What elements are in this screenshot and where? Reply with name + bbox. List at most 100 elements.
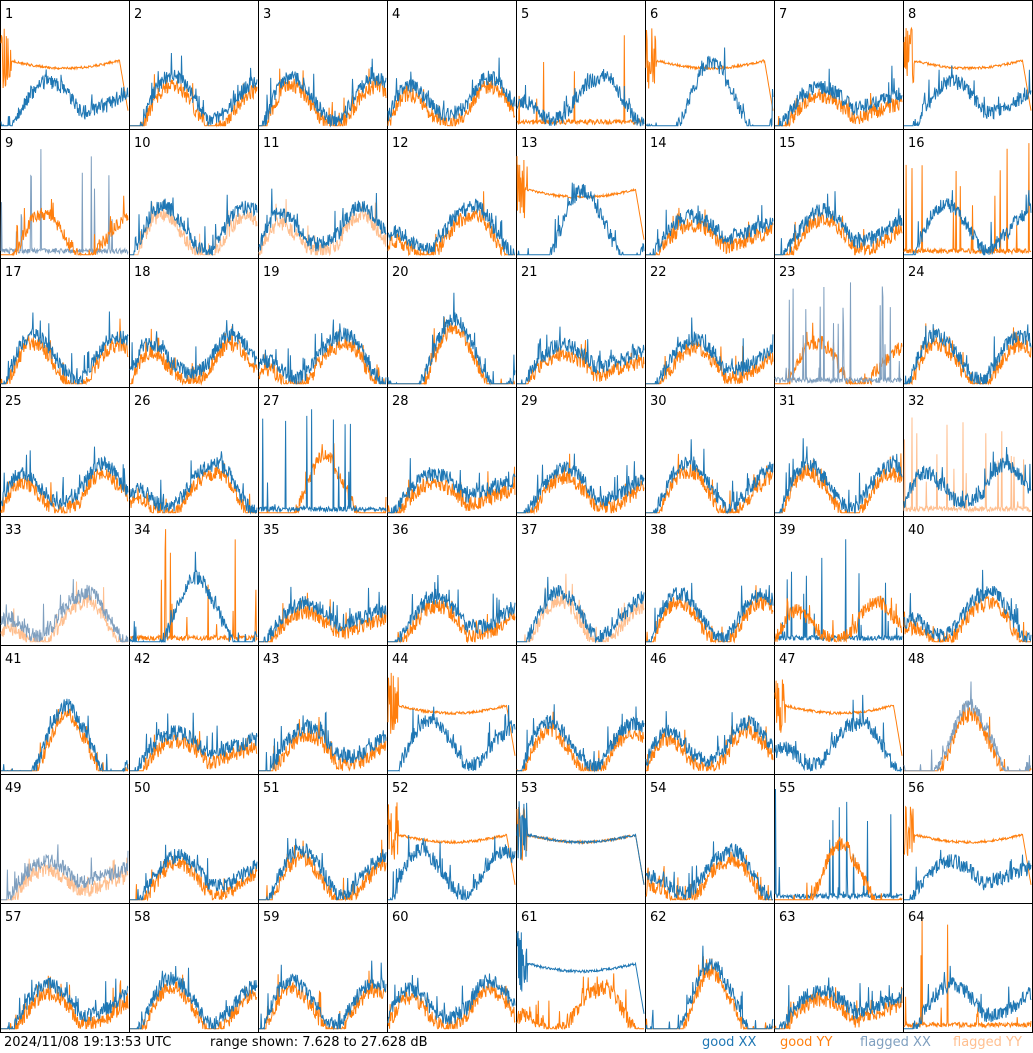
- panel-4-frame: [387, 0, 517, 130]
- panel-43-label: 43: [263, 652, 280, 667]
- timestamp: 2024/11/08 19:13:53 UTC: [4, 1035, 172, 1050]
- panel-59-frame: [258, 903, 388, 1033]
- panel-39-label: 39: [779, 523, 796, 538]
- panel-6-label: 6: [650, 7, 658, 22]
- panel-29-label: 29: [521, 394, 538, 409]
- panel-42-label: 42: [134, 652, 151, 667]
- panel-35-xx: [259, 586, 387, 643]
- panel-44-xx: [388, 705, 516, 772]
- panel-1-xx: [0, 69, 129, 127]
- panel-7-label: 7: [779, 7, 787, 22]
- panel-3-label: 3: [263, 7, 271, 22]
- panel-29-yy: [517, 453, 645, 515]
- panel-50-label: 50: [134, 781, 151, 796]
- panel-26-xx: [129, 451, 258, 515]
- panel-16-label: 16: [908, 136, 925, 151]
- panel-37-xx: [517, 576, 645, 644]
- panel-6-yy: [645, 28, 774, 111]
- panel-5-label: 5: [521, 7, 529, 22]
- panel-40-label: 40: [908, 523, 925, 538]
- panel-16-frame: [903, 129, 1033, 259]
- panel-51-label: 51: [263, 781, 280, 796]
- legend-flagged-xx: flagged XX: [860, 1035, 931, 1050]
- panel-24-yy: [904, 323, 1032, 386]
- panel-35-yy: [259, 592, 387, 643]
- panel-56-frame: [903, 774, 1033, 904]
- panel-53-xx: [516, 801, 645, 885]
- panel-62-label: 62: [650, 910, 667, 925]
- panel-18-label: 18: [134, 265, 151, 280]
- panel-38-label: 38: [650, 523, 667, 538]
- panel-43-yy: [259, 716, 387, 772]
- panel-59-label: 59: [263, 910, 280, 925]
- panel-4-label: 4: [392, 7, 400, 22]
- panel-60-label: 60: [392, 910, 409, 925]
- panel-46-frame: [645, 645, 775, 775]
- panel-25-frame: [0, 387, 130, 517]
- panel-17-xx: [1, 311, 129, 385]
- legend-good-yy: good YY: [780, 1035, 833, 1050]
- panel-13-label: 13: [521, 136, 538, 151]
- panel-33-xx: [0, 579, 129, 643]
- panel-22-xx: [646, 317, 774, 385]
- panel-46-label: 46: [650, 652, 667, 667]
- panel-2-xx: [130, 52, 258, 127]
- panel-49-xx: [1, 844, 129, 901]
- panel-26-label: 26: [134, 394, 151, 409]
- panel-7-yy: [775, 88, 903, 128]
- panel-13-xx: [517, 182, 645, 256]
- panel-19-yy: [258, 329, 386, 386]
- panel-10-xx: [130, 194, 258, 256]
- legend-good-xx: good XX: [702, 1035, 757, 1050]
- panel-61-label: 61: [521, 910, 538, 925]
- panel-15-label: 15: [779, 136, 796, 151]
- range-label: range shown: 7.628 to 27.628 dB: [210, 1035, 428, 1050]
- panel-59-xx: [259, 960, 387, 1031]
- panel-12-label: 12: [392, 136, 409, 151]
- panel-31-yy: [775, 453, 903, 514]
- panel-20-xx: [387, 292, 516, 386]
- panel-9-label: 9: [5, 136, 13, 151]
- panel-58-xx: [130, 965, 258, 1030]
- panel-58-yy: [130, 974, 258, 1031]
- panel-27-yy: [259, 443, 387, 514]
- panel-3-xx: [259, 58, 387, 128]
- panel-23-xx: [774, 282, 903, 385]
- panel-56-yy: [903, 805, 1032, 885]
- panel-57-xx: [1, 977, 129, 1031]
- panel-45-label: 45: [521, 652, 538, 667]
- panel-57-label: 57: [5, 910, 22, 925]
- panel-32-yy: [903, 417, 1032, 514]
- panel-21-label: 21: [521, 265, 538, 280]
- panel-9-yy: [1, 195, 129, 257]
- panel-32-xx: [903, 446, 1032, 509]
- panel-19-label: 19: [263, 265, 280, 280]
- panel-56-xx: [904, 849, 1032, 901]
- panel-25-xx: [0, 446, 129, 510]
- panel-28-xx: [388, 458, 516, 514]
- panel-50-yy: [130, 855, 258, 902]
- panel-41-xx: [1, 698, 129, 773]
- panel-22-yy: [646, 340, 774, 385]
- panel-38-xx: [646, 582, 774, 643]
- panel-6-frame: [645, 0, 775, 130]
- panel-52-xx: [388, 834, 516, 902]
- panel-28-label: 28: [392, 394, 409, 409]
- panel-44-label: 44: [392, 652, 409, 667]
- panel-11-xx: [258, 188, 387, 252]
- panel-24-xx: [904, 324, 1032, 385]
- panel-53-label: 53: [521, 781, 538, 796]
- panel-36-yy: [388, 598, 516, 644]
- panel-22-label: 22: [650, 265, 667, 280]
- panel-18-xx: [129, 320, 258, 380]
- panel-63-xx: [775, 977, 903, 1030]
- panel-33-yy: [0, 581, 128, 644]
- panel-31-label: 31: [779, 394, 796, 409]
- panel-8-xx: [904, 65, 1032, 127]
- legend-flagged-yy: flagged YY: [953, 1035, 1022, 1050]
- panel-47-label: 47: [779, 652, 796, 667]
- panel-60-xx: [387, 973, 516, 1025]
- panel-1-label: 1: [5, 7, 13, 22]
- panel-55-label: 55: [779, 781, 796, 796]
- panel-32-label: 32: [908, 394, 925, 409]
